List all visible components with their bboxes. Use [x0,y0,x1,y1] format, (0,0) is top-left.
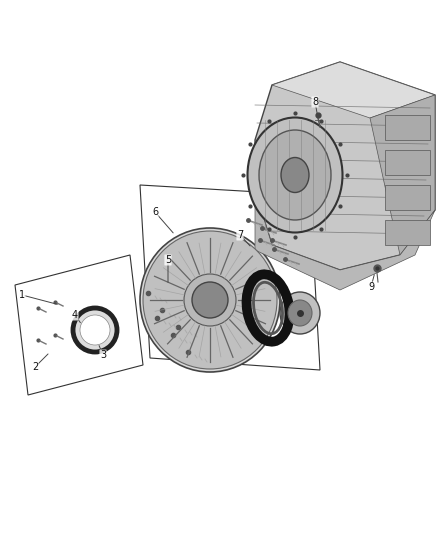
Polygon shape [255,62,435,270]
Bar [385,115,430,140]
Circle shape [80,315,110,345]
Circle shape [73,308,117,352]
Bar [385,185,430,210]
Text: 1: 1 [19,290,25,300]
Ellipse shape [140,228,280,372]
Bar [385,150,430,175]
Text: 6: 6 [152,207,158,217]
Text: 4: 4 [72,310,78,320]
Ellipse shape [192,282,228,318]
Polygon shape [255,190,435,290]
Polygon shape [272,62,435,118]
Text: 7: 7 [237,230,243,240]
Text: 8: 8 [312,97,318,107]
Ellipse shape [281,157,309,192]
Ellipse shape [247,117,343,232]
Polygon shape [370,95,435,255]
Text: 9: 9 [368,282,374,292]
Text: 3: 3 [100,350,106,360]
Ellipse shape [259,130,331,220]
Bar [385,220,430,245]
Ellipse shape [280,292,320,334]
Text: 5: 5 [165,255,171,265]
Ellipse shape [288,300,312,326]
Ellipse shape [184,274,236,326]
Ellipse shape [143,231,277,369]
Text: 2: 2 [32,362,38,372]
